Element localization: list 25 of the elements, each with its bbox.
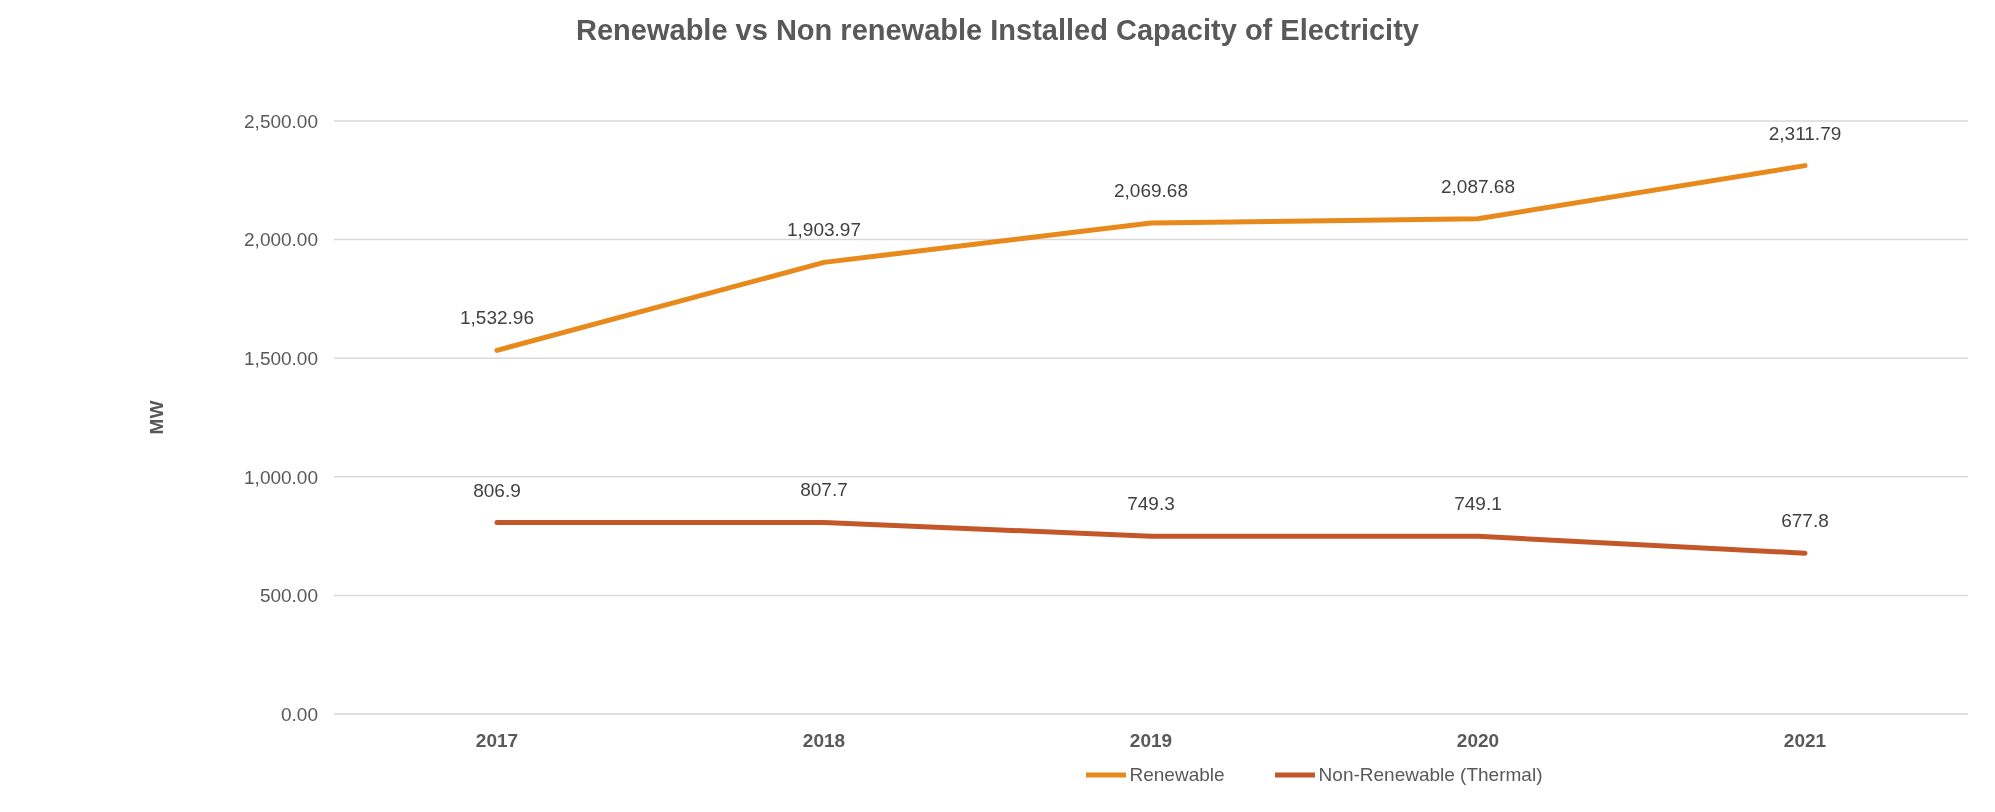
legend-label: Renewable (1129, 764, 1225, 786)
data-label: 2,087.68 (1441, 175, 1515, 197)
data-label: 1,532.96 (460, 307, 534, 329)
x-tick-label: 2017 (475, 730, 519, 752)
x-tick-label: 2018 (802, 730, 846, 752)
data-label: 749.1 (1454, 493, 1502, 515)
y-tick-label: 1,000.00 (244, 466, 318, 488)
y-tick-label: 500.00 (259, 585, 318, 607)
y-tick-label: 2,000.00 (244, 229, 318, 251)
data-label: 2,069.68 (1114, 180, 1188, 202)
y-tick-label: 2,500.00 (244, 110, 318, 132)
x-tick-label: 2021 (1783, 730, 1827, 752)
data-label: 677.8 (1781, 510, 1829, 532)
data-label: 1,903.97 (787, 219, 861, 241)
x-tick-label: 2019 (1129, 730, 1173, 752)
x-tick-label: 2020 (1456, 730, 1500, 752)
data-label: 806.9 (473, 479, 521, 501)
data-label: 749.3 (1127, 493, 1175, 515)
chart-title: Renewable vs Non renewable Installed Capacity of Electricity (575, 13, 1420, 48)
y-tick-label: 0.00 (281, 703, 318, 725)
legend-label: Non-Renewable (Thermal) (1318, 764, 1543, 786)
data-label: 2,311.79 (1768, 122, 1842, 144)
y-tick-label: 1,500.00 (244, 347, 318, 369)
y-axis-title: MW (146, 400, 168, 435)
data-label: 807.7 (800, 479, 848, 501)
